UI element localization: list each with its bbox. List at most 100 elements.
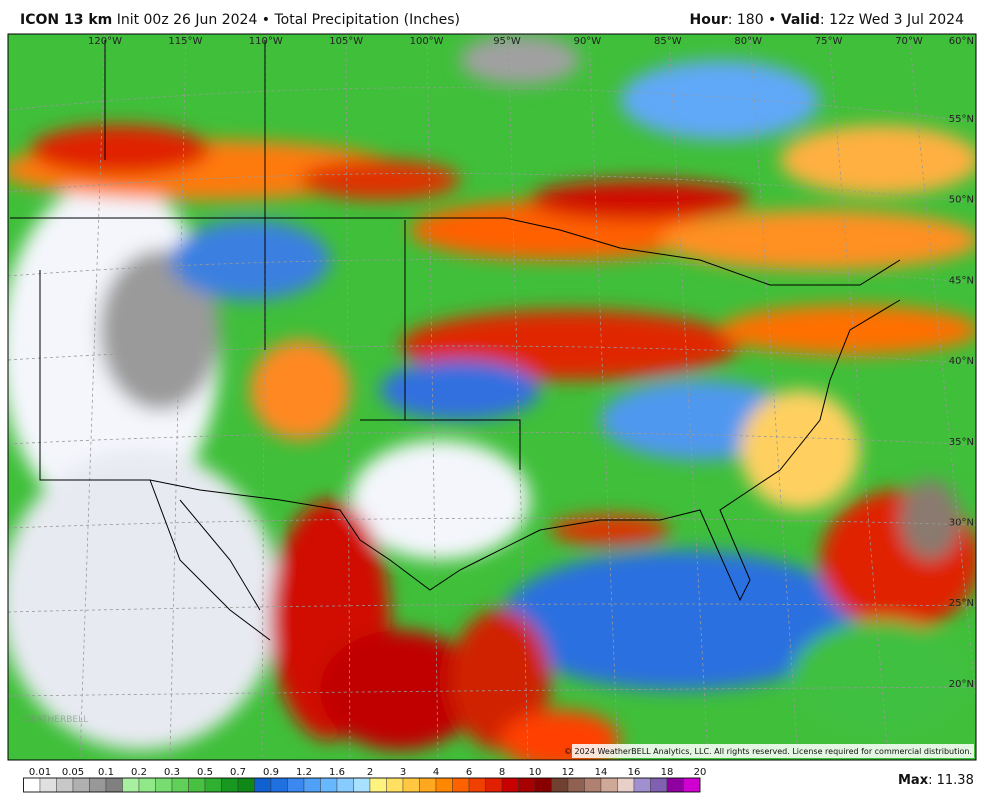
colorbar-swatch: [518, 777, 536, 793]
colorbar-swatch: [171, 777, 189, 793]
colorbar-label: 4: [433, 767, 439, 778]
colorbar-swatch: [534, 777, 552, 793]
copyright: © 2024 WeatherBELL Analytics, LLC. All r…: [564, 747, 972, 756]
lat-label: 55°N: [949, 114, 974, 125]
colorbar-swatch: [270, 777, 288, 793]
lat-label: 45°N: [949, 275, 974, 286]
hour-text: : 180 •: [727, 12, 781, 28]
colorbar-swatch: [584, 777, 602, 793]
colorbar-swatch: [419, 777, 437, 793]
colorbar-swatch: [666, 777, 684, 793]
valid-text: : 12z Wed 3 Jul 2024: [819, 12, 964, 28]
colorbar-swatch: [683, 777, 701, 793]
max-label: Max: [898, 773, 929, 788]
colorbar-swatch: [237, 777, 255, 793]
colorbar-swatch: [567, 777, 585, 793]
colorbar-label: 18: [661, 767, 674, 778]
header-right: Hour: 180 • Valid: 12z Wed 3 Jul 2024: [690, 12, 965, 28]
colorbar-swatch: [138, 777, 156, 793]
lat-label: 50°N: [949, 195, 974, 206]
colorbar-swatch: [204, 777, 222, 793]
colorbar-swatch: [485, 777, 503, 793]
colorbar-swatch: [188, 777, 206, 793]
lon-label: 105°W: [329, 36, 363, 47]
watermark: WEATHERBELL: [22, 715, 88, 725]
borders: [10, 40, 901, 641]
colorbar-swatch: [402, 777, 420, 793]
colorbar-swatch: [39, 777, 57, 793]
lon-label: 80°W: [734, 36, 762, 47]
colorbar-label: 0.05: [62, 767, 84, 778]
colorbar-swatch: [89, 777, 107, 793]
colorbar-label: 8: [499, 767, 505, 778]
colorbar-swatch: [600, 777, 618, 793]
init-text: Init 00z 26 Jun 2024 • Total Precipitati…: [116, 12, 461, 28]
colorbar-swatch: [221, 777, 239, 793]
lon-label: 110°W: [249, 36, 283, 47]
lat-label: 20°N: [949, 679, 974, 690]
colorbar-label: 2: [367, 767, 373, 778]
colorbar-swatch: [303, 777, 321, 793]
colorbar-swatch: [452, 777, 470, 793]
lon-label: 70°W: [895, 36, 923, 47]
lat-label: 35°N: [949, 437, 974, 448]
colorbar-label: 6: [466, 767, 472, 778]
colorbar-label: 0.01: [29, 767, 51, 778]
colorbar-label: 0.7: [230, 767, 246, 778]
colorbar-label: 0.3: [164, 767, 180, 778]
lon-label: 120°W: [88, 36, 122, 47]
lon-label: 85°W: [654, 36, 682, 47]
lon-label: 115°W: [168, 36, 202, 47]
colorbar-label: 0.2: [131, 767, 147, 778]
colorbar-label: 1.6: [329, 767, 345, 778]
colorbar-swatch: [254, 777, 272, 793]
max-readout: Max: 11.38: [898, 773, 974, 788]
colorbar-swatch: [320, 777, 338, 793]
copyright-bg: [572, 744, 974, 758]
colorbar-swatch: [633, 777, 651, 793]
colorbar-swatch: [369, 777, 387, 793]
colorbar-label: 12: [562, 767, 575, 778]
colorbar-swatch: [23, 777, 41, 793]
colorbar-swatch: [287, 777, 305, 793]
lat-label: 25°N: [949, 598, 974, 609]
colorbar-swatch: [468, 777, 486, 793]
colorbar-swatch: [105, 777, 123, 793]
header-left: ICON 13 km Init 00z 26 Jun 2024 • Total …: [20, 12, 460, 28]
colorbar-swatch: [336, 777, 354, 793]
model-name: ICON 13 km: [20, 12, 113, 28]
colorbar-swatch: [72, 777, 90, 793]
colorbar-frame: [23, 777, 701, 793]
lon-label: 90°W: [574, 36, 602, 47]
lon-label: 75°W: [815, 36, 843, 47]
colorbar-swatch: [501, 777, 519, 793]
colorbar-swatch: [155, 777, 173, 793]
colorbar-swatch: [435, 777, 453, 793]
colorbar-swatch: [551, 777, 569, 793]
lat-label: 60°N: [949, 36, 974, 47]
lat-label: 30°N: [949, 518, 974, 529]
colorbar-label: 20: [694, 767, 707, 778]
lon-label: 100°W: [410, 36, 444, 47]
hour-label: Hour: [689, 12, 728, 28]
lon-label: 95°W: [493, 36, 521, 47]
map-frame: [7, 33, 977, 761]
lat-label: 40°N: [949, 356, 974, 367]
valid-label: Valid: [780, 12, 820, 28]
colorbar-label: 1.2: [296, 767, 312, 778]
colorbar-swatch: [617, 777, 635, 793]
colorbar-swatch: [650, 777, 668, 793]
colorbar-label: 16: [628, 767, 641, 778]
colorbar-label: 0.9: [263, 767, 279, 778]
colorbar-label: 0.5: [197, 767, 213, 778]
colorbar-label: 10: [529, 767, 542, 778]
colorbar-swatch: [56, 777, 74, 793]
max-text: : 11.38: [928, 773, 974, 788]
colorbar-label: 14: [595, 767, 608, 778]
colorbar-swatch: [386, 777, 404, 793]
precip-field: [8, 34, 976, 760]
colorbar-swatch: [122, 777, 140, 793]
colorbar-label: 3: [400, 767, 406, 778]
